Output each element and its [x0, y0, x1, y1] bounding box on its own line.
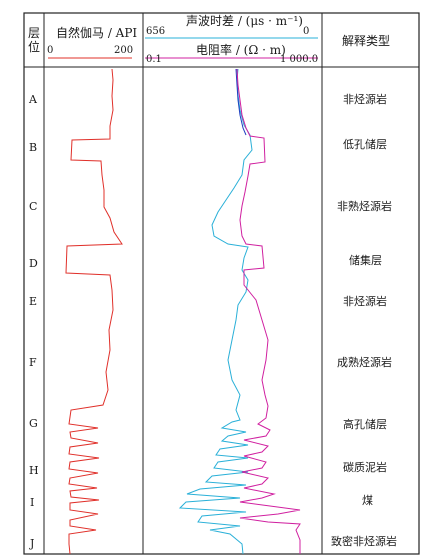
sonic-curve — [178, 68, 253, 555]
layer-label-j: J — [30, 537, 35, 550]
layer-label-c: C — [29, 200, 38, 213]
resistivity-min-label: 0.1 — [146, 54, 162, 65]
layer-label-b: B — [29, 141, 38, 154]
gamma-ray-curve — [65, 68, 123, 555]
resistivity-curve — [236, 68, 301, 554]
gamma-min-label: 0 — [47, 45, 54, 56]
gamma-title: 自然伽马 / API — [56, 26, 138, 40]
layer-label-g: G — [29, 417, 38, 430]
sonic-max-label: 0 — [303, 26, 310, 37]
layer-label-d: D — [29, 257, 38, 270]
interp-j: 致密非烃源岩 — [331, 535, 397, 548]
interp-d: 储集层 — [349, 254, 382, 267]
interp-e: 非烃源岩 — [343, 295, 387, 308]
interp-g: 高孔储层 — [343, 418, 387, 431]
resistivity-max-label: 1 000.0 — [280, 54, 319, 65]
interp-f: 成熟烃源岩 — [337, 356, 392, 369]
interp-header: 解释类型 — [342, 34, 391, 48]
interp-i: 煤 — [362, 494, 373, 507]
layer-label-f: F — [29, 356, 37, 369]
resistivity-title: 电阻率 / (Ω · m) — [196, 43, 286, 57]
layer-label-e: E — [29, 295, 38, 308]
sonic-min-label: 656 — [146, 26, 166, 37]
interp-b: 低孔储层 — [343, 138, 387, 151]
layer-label-h: H — [29, 464, 39, 477]
layer-header-1: 层 — [28, 26, 41, 40]
frame-border — [23, 12, 420, 555]
layer-label-i: I — [30, 496, 35, 509]
interp-c: 非熟烃源岩 — [337, 200, 392, 213]
gamma-max-label: 200 — [114, 45, 134, 56]
sonic-title: 声波时差 / (μs · m⁻¹) — [186, 14, 303, 28]
layer-label-a: A — [29, 93, 37, 106]
interp-h: 碳质泥岩 — [343, 461, 387, 474]
interp-a: 非烃源岩 — [343, 93, 387, 106]
blue-trace — [235, 68, 247, 136]
layer-header-2: 位 — [28, 40, 41, 54]
